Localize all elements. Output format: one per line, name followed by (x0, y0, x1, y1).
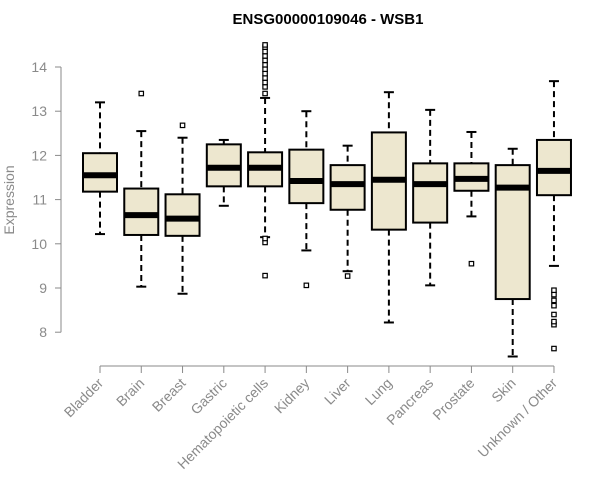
outlier-point (262, 75, 268, 81)
outlier-point (344, 273, 351, 279)
outlier-point (303, 282, 310, 289)
box-iqr (288, 148, 325, 205)
outlier-point (262, 79, 268, 86)
box-hematopoietic-cells (247, 42, 284, 279)
y-tick-label: 10 (31, 236, 47, 252)
box-iqr (535, 138, 572, 197)
outlier-point (262, 272, 268, 279)
x-tick-label: Bladder (61, 375, 107, 421)
outlier-point (551, 311, 557, 318)
outlier-point (262, 57, 268, 64)
outlier-point (262, 90, 268, 97)
outlier-point (262, 84, 268, 90)
outlier-point (262, 53, 268, 59)
box-pancreas (412, 108, 449, 287)
x-tick-label: Breast (149, 375, 189, 415)
outlier-point (138, 90, 145, 97)
box-lung (370, 91, 407, 324)
box-iqr (123, 187, 160, 236)
box-iqr (329, 164, 366, 211)
outlier-point (551, 345, 557, 352)
outlier-point (262, 66, 268, 73)
y-axis: 8 9 10 11 12 13 14 (31, 59, 62, 340)
outlier-point (262, 70, 268, 77)
box-kidney (288, 110, 325, 289)
y-tick-label: 8 (39, 324, 47, 340)
boxes-group (82, 42, 572, 358)
box-iqr (164, 193, 201, 237)
y-axis-label: Expression (1, 165, 17, 234)
x-tick-label: Liver (321, 375, 354, 408)
x-tick-label: Skin (488, 375, 519, 406)
outlier-point (551, 287, 557, 294)
outlier-point (262, 48, 268, 55)
box-brain (123, 90, 160, 288)
outlier-point (551, 302, 557, 309)
x-tick-label: Prostate (429, 375, 477, 423)
outlier-point (551, 297, 557, 304)
y-tick-label: 14 (31, 59, 47, 75)
outlier-point (179, 122, 186, 129)
outlier-point (262, 61, 268, 68)
box-skin (494, 147, 531, 358)
box-gastric (205, 138, 242, 207)
outlier-point (468, 260, 475, 267)
x-tick-label: Lung (362, 375, 395, 408)
box-breast (164, 122, 201, 295)
outlier-point (551, 291, 557, 298)
y-tick-label: 12 (31, 147, 47, 163)
box-iqr (412, 162, 449, 224)
box-prostate (453, 130, 490, 267)
chart-title: ENSG00000109046 - WSB1 (233, 11, 424, 28)
box-bladder (82, 101, 118, 236)
y-tick-label: 13 (31, 103, 47, 119)
outlier-point (262, 235, 268, 242)
box-liver (329, 144, 366, 279)
y-tick-label: 9 (39, 280, 47, 296)
x-tick-label: Kidney (271, 375, 313, 417)
outlier-point (551, 318, 557, 325)
x-tick-label: Brain (113, 375, 147, 409)
outlier-point (262, 42, 268, 48)
y-tick-label: 11 (32, 192, 47, 208)
box-unknown-other (535, 80, 572, 352)
